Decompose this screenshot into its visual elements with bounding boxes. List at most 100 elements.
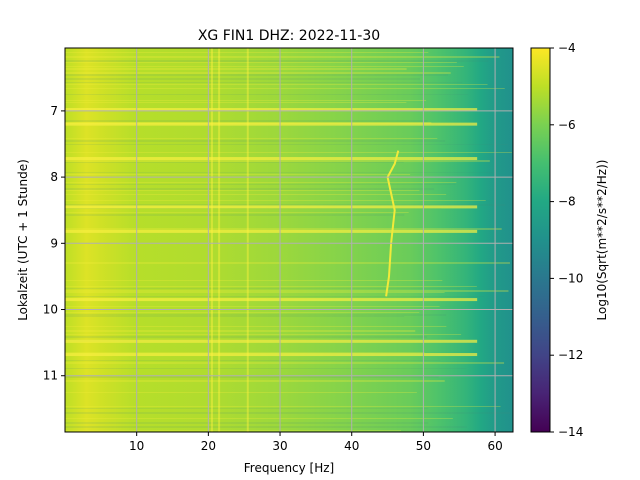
- spectrogram-band: [65, 376, 439, 378]
- x-tick-label: 30: [272, 439, 287, 453]
- spectrogram-band: [65, 194, 447, 195]
- spectrogram-band: [65, 362, 505, 364]
- spectrogram-band: [65, 94, 469, 95]
- colorbar-tick-label: −10: [558, 271, 583, 285]
- drifting-signal: [385, 150, 400, 297]
- spectrogram-band: [65, 74, 448, 76]
- colorbar-ticks: −4 −6 −8 −10 −12 −14: [550, 41, 583, 439]
- x-tick-label: 40: [344, 439, 359, 453]
- spectrogram-band: [65, 208, 442, 209]
- spectrogram-band: [65, 144, 509, 145]
- y-tick-label: 10: [43, 303, 58, 317]
- y-tick-label: 9: [50, 236, 58, 250]
- spectrogram-frequency-line: [218, 48, 221, 432]
- x-axis-label: Frequency [Hz]: [244, 461, 335, 475]
- spectrogram-band: [65, 120, 428, 122]
- spectrogram-band: [65, 174, 411, 175]
- spectrogram-band: [65, 88, 505, 89]
- spectrogram-band: [65, 138, 438, 139]
- plot-frame: [64, 47, 514, 433]
- spectrogram-strong-band: [65, 205, 478, 209]
- y-tick-label: 11: [43, 369, 58, 383]
- y-axis: 7 8 9 10 11: [43, 104, 65, 383]
- spectrogram-band: [65, 290, 509, 292]
- spectrogram-strong-band: [65, 339, 478, 343]
- spectrogram-band: [65, 78, 421, 80]
- spectrogram-band: [65, 84, 488, 85]
- x-tick-label: 20: [201, 439, 216, 453]
- spectrogram-band: [65, 184, 456, 185]
- colorbar-tick-label: −8: [558, 195, 576, 209]
- spectrogram-band: [65, 352, 425, 353]
- spectrogram-band: [65, 102, 407, 103]
- spectrogram-strong-band: [65, 229, 478, 233]
- spectrogram-band: [65, 330, 416, 332]
- colorbar-tick-label: −14: [558, 425, 583, 439]
- spectrogram-band: [65, 52, 429, 53]
- grid-lines: [65, 48, 513, 432]
- spectrogram-band: [65, 360, 441, 361]
- y-tick-label: 8: [50, 170, 58, 184]
- spectrogram-band: [65, 82, 463, 83]
- spectrogram-strong-band: [65, 298, 478, 302]
- spectrogram-band: [65, 62, 457, 63]
- spectrogram-band: [65, 306, 440, 307]
- spectrogram-strong-band: [65, 353, 478, 357]
- spectrogram-strong-band: [65, 108, 478, 112]
- spectrogram-band: [65, 292, 445, 293]
- spectrogram-band: [65, 68, 407, 70]
- spectrogram-band: [65, 66, 464, 67]
- spectrogram-band: [65, 152, 512, 153]
- colorbar: [530, 47, 551, 433]
- spectrogram-strong-band: [65, 157, 478, 161]
- spectrogram-band: [65, 162, 404, 163]
- spectrogram-band: [65, 140, 446, 142]
- spectrogram-band: [65, 160, 490, 162]
- spectrogram-band: [65, 336, 427, 338]
- spectrogram-band: [65, 214, 405, 216]
- colorbar-tick-label: −6: [558, 118, 576, 132]
- spectrogram-band: [65, 430, 402, 431]
- x-axis: 10 20 30 40 50 60: [129, 432, 503, 453]
- spectrogram-band: [65, 262, 510, 264]
- spectrogram-band: [65, 286, 477, 287]
- spectrogram-band: [65, 296, 484, 297]
- x-tick-label: 60: [487, 439, 502, 453]
- spectrogram-band: [65, 316, 405, 317]
- spectrogram-strong-band: [65, 122, 478, 126]
- spectrogram-band: [65, 60, 489, 62]
- spectrogram-band: [65, 212, 409, 213]
- spectrogram-band: [65, 314, 447, 316]
- spectrogram-persistent-lines: [210, 48, 249, 432]
- spectrogram-band: [65, 204, 506, 206]
- spectrogram-band: [65, 280, 443, 281]
- spectrogram-band: [65, 334, 462, 335]
- spectrogram-band: [65, 56, 500, 58]
- spectrogram-band: [65, 228, 502, 230]
- spectrogram-band: [65, 288, 461, 289]
- spectrogram-band: [65, 422, 429, 424]
- spectrogram-band: [65, 188, 435, 190]
- spectrogram-band: [65, 418, 453, 419]
- spectrogram-band: [65, 326, 447, 327]
- colorbar-tick-label: −12: [558, 348, 583, 362]
- spectrogram-band: [65, 72, 451, 74]
- x-tick-label: 10: [129, 439, 144, 453]
- spectrogram-frequency-line: [246, 48, 249, 432]
- spectrogram-band: [65, 406, 501, 407]
- spectrogram-band: [65, 426, 467, 428]
- spectrogram-band: [65, 380, 445, 382]
- chart-title: XG FIN1 DHZ: 2022-11-30: [198, 28, 380, 44]
- y-tick-label: 7: [50, 104, 58, 118]
- spectrogram-band: [65, 172, 495, 173]
- spectrogram-band: [65, 312, 420, 313]
- spectrogram-band: [65, 368, 467, 369]
- colorbar-tick-label: −4: [558, 41, 576, 55]
- y-axis-label: Lokalzeit (UTC + 1 Stunde): [16, 159, 30, 321]
- spectrogram-band: [65, 412, 511, 414]
- colorbar-label: Log10(Sqrt(m**2/s**2/Hz)): [595, 160, 609, 321]
- spectrogram-band: [65, 182, 457, 183]
- spectrogram-band: [65, 408, 429, 409]
- spectrogram-plot-area: [65, 48, 513, 432]
